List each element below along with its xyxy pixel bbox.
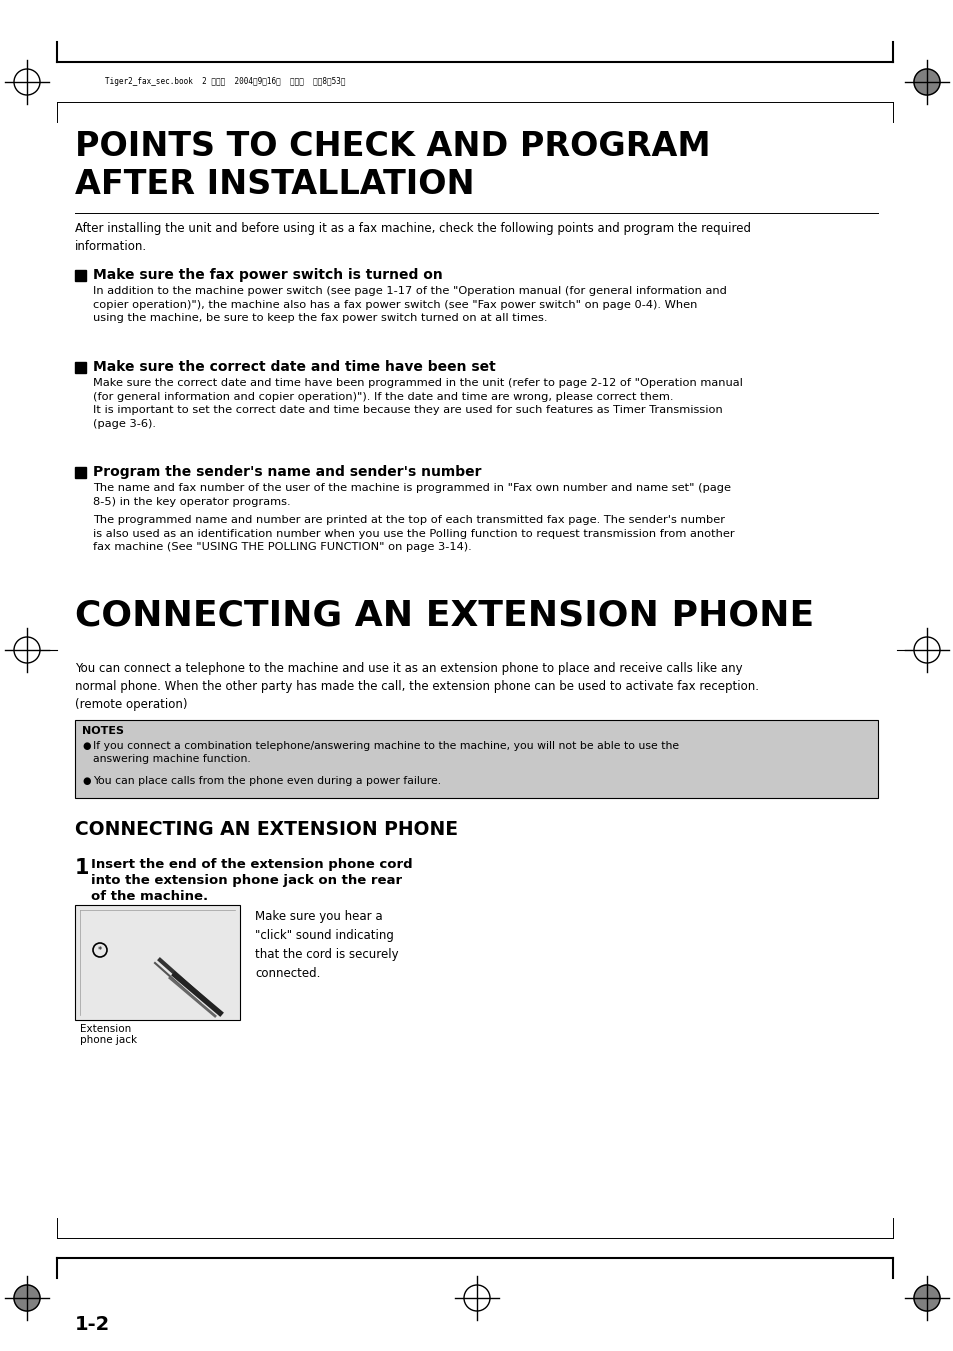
Text: Make sure the correct date and time have been programmed in the unit (refer to p: Make sure the correct date and time have… bbox=[92, 378, 742, 428]
Text: 1-2: 1-2 bbox=[75, 1315, 111, 1333]
Text: CONNECTING AN EXTENSION PHONE: CONNECTING AN EXTENSION PHONE bbox=[75, 598, 814, 632]
Text: Make sure the correct date and time have been set: Make sure the correct date and time have… bbox=[92, 359, 496, 374]
Text: Make sure you hear a
"click" sound indicating
that the cord is securely
connecte: Make sure you hear a "click" sound indic… bbox=[254, 911, 398, 979]
Bar bbox=[75, 270, 86, 281]
Text: You can place calls from the phone even during a power failure.: You can place calls from the phone even … bbox=[92, 775, 440, 786]
Circle shape bbox=[14, 1285, 40, 1310]
Text: If you connect a combination telephone/answering machine to the machine, you wil: If you connect a combination telephone/a… bbox=[92, 740, 679, 765]
Bar bbox=[75, 362, 86, 373]
Text: ●: ● bbox=[82, 740, 91, 751]
Bar bbox=[75, 467, 86, 478]
Text: After installing the unit and before using it as a fax machine, check the follow: After installing the unit and before usi… bbox=[75, 222, 750, 253]
Bar bbox=[75, 720, 877, 798]
Text: phone jack: phone jack bbox=[80, 1035, 137, 1046]
Text: Tiger2_fax_sec.book  2 ページ  2004年9月16日  木曜日  午前8時53分: Tiger2_fax_sec.book 2 ページ 2004年9月16日 木曜日… bbox=[105, 77, 345, 86]
Text: NOTES: NOTES bbox=[82, 725, 124, 736]
Text: AFTER INSTALLATION: AFTER INSTALLATION bbox=[75, 168, 475, 201]
Text: In addition to the machine power switch (see page 1-17 of the "Operation manual : In addition to the machine power switch … bbox=[92, 286, 726, 323]
Text: The name and fax number of the user of the machine is programmed in "Fax own num: The name and fax number of the user of t… bbox=[92, 484, 730, 507]
Text: Insert the end of the extension phone cord: Insert the end of the extension phone co… bbox=[91, 858, 413, 871]
Text: The programmed name and number are printed at the top of each transmitted fax pa: The programmed name and number are print… bbox=[92, 515, 734, 553]
Text: *: * bbox=[98, 946, 102, 955]
Text: You can connect a telephone to the machine and use it as an extension phone to p: You can connect a telephone to the machi… bbox=[75, 662, 759, 711]
Text: ●: ● bbox=[82, 775, 91, 786]
Circle shape bbox=[913, 1285, 939, 1310]
Circle shape bbox=[913, 69, 939, 95]
Text: Program the sender's name and sender's number: Program the sender's name and sender's n… bbox=[92, 465, 481, 480]
Text: 1: 1 bbox=[75, 858, 90, 878]
Bar bbox=[75, 905, 240, 1020]
Text: into the extension phone jack on the rear: into the extension phone jack on the rea… bbox=[91, 874, 402, 888]
Text: POINTS TO CHECK AND PROGRAM: POINTS TO CHECK AND PROGRAM bbox=[75, 130, 710, 163]
Text: CONNECTING AN EXTENSION PHONE: CONNECTING AN EXTENSION PHONE bbox=[75, 820, 457, 839]
Text: Make sure the fax power switch is turned on: Make sure the fax power switch is turned… bbox=[92, 267, 442, 282]
Text: of the machine.: of the machine. bbox=[91, 890, 208, 902]
Text: Extension: Extension bbox=[80, 1024, 132, 1034]
